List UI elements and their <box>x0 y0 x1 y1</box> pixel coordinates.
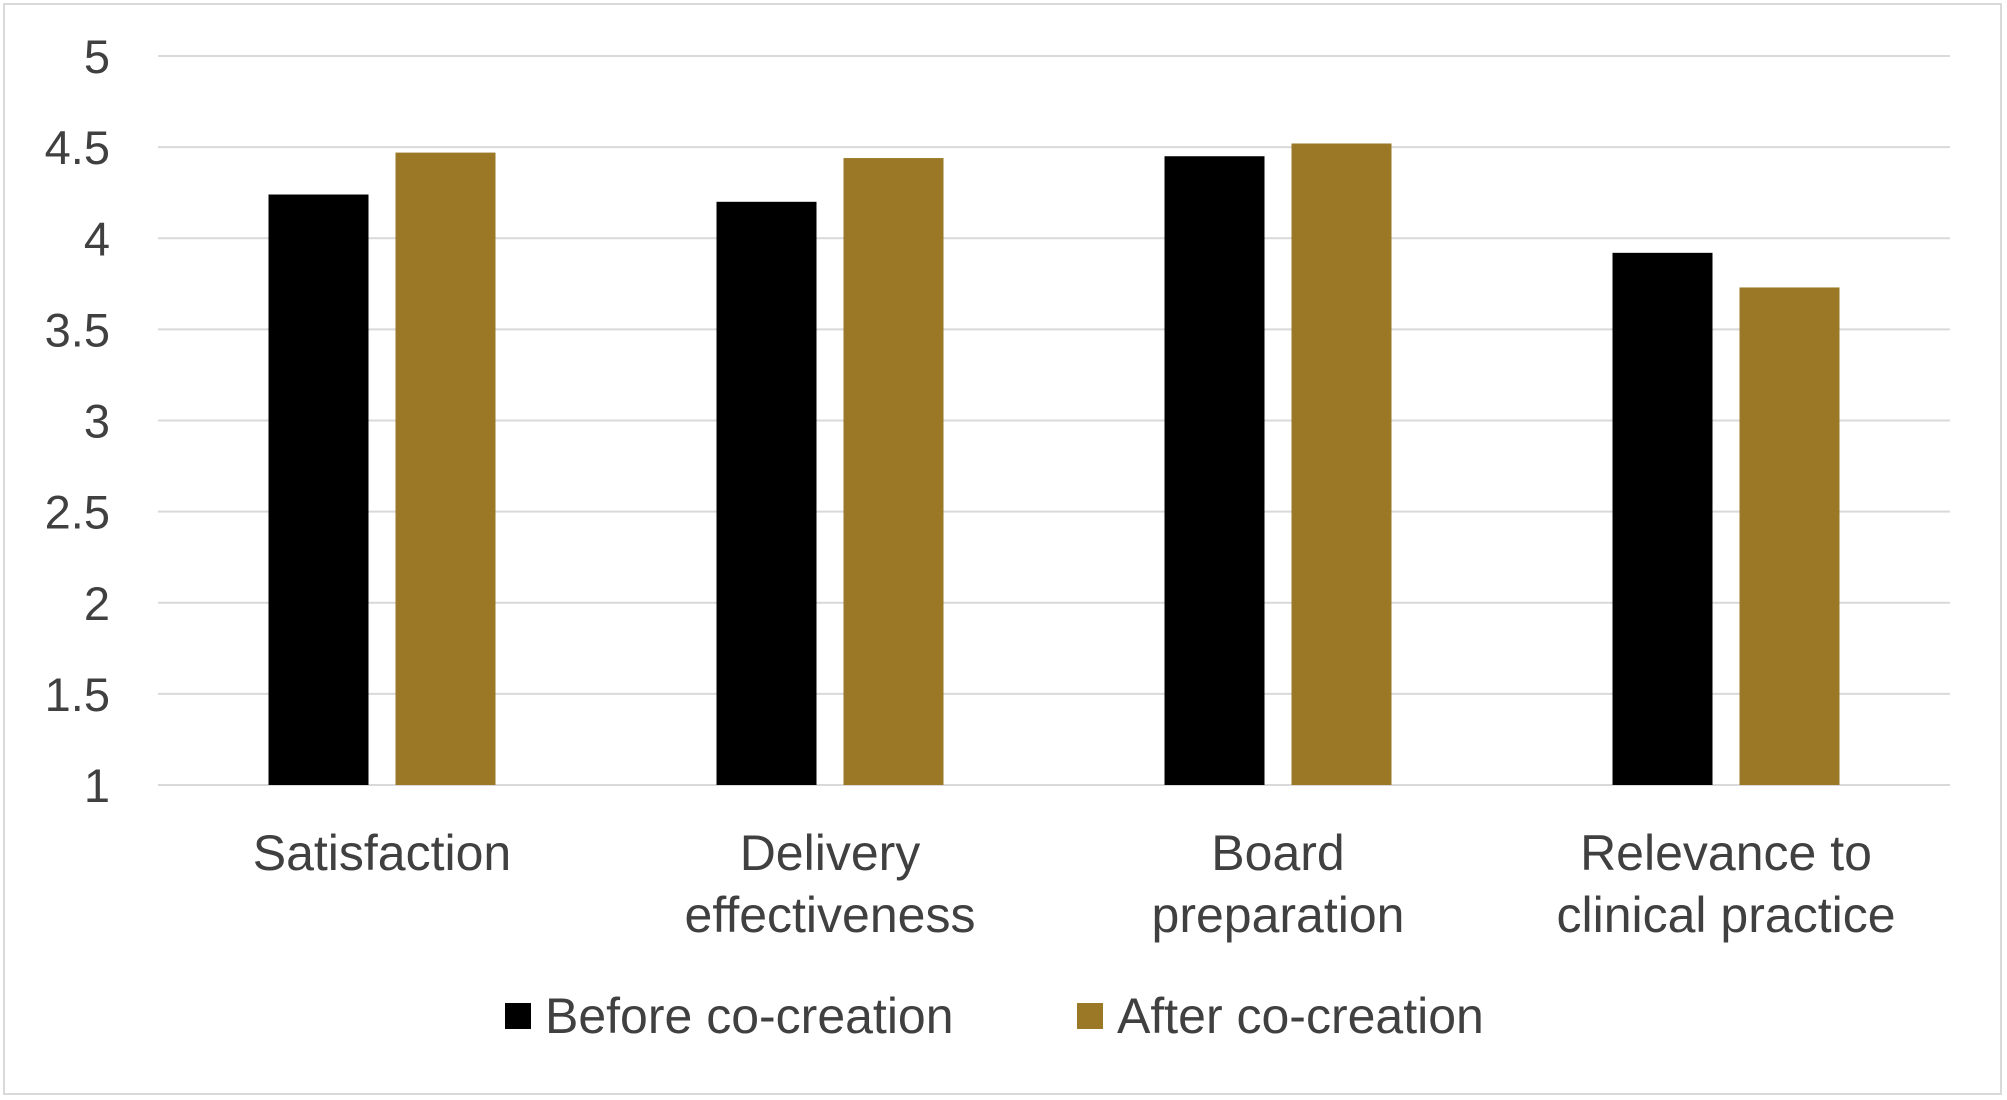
bar <box>843 158 944 785</box>
legend-swatch <box>1077 1003 1103 1029</box>
bar <box>1164 156 1265 786</box>
legend-label: Before co-creation <box>545 988 954 1044</box>
y-tick-label: 2 <box>84 577 110 630</box>
x-tick-label: preparation <box>1152 887 1405 943</box>
y-tick-label: 2.5 <box>45 486 110 539</box>
y-tick-label: 5 <box>84 30 110 83</box>
legend-label: After co-creation <box>1117 988 1484 1044</box>
bar <box>1291 143 1392 786</box>
bar <box>1739 287 1840 785</box>
x-tick-label: Board <box>1211 825 1344 881</box>
bar <box>268 194 369 785</box>
y-tick-label: 4 <box>84 212 110 265</box>
y-tick-label: 3.5 <box>45 303 110 356</box>
x-tick-label: Relevance to <box>1580 825 1872 881</box>
x-tick-label: effectiveness <box>685 887 976 943</box>
y-tick-label: 3 <box>84 395 110 448</box>
bar <box>395 152 496 785</box>
bar <box>1612 252 1713 785</box>
bar <box>716 201 817 786</box>
legend-swatch <box>505 1003 531 1029</box>
y-tick-label: 4.5 <box>45 121 110 174</box>
x-tick-label: Delivery <box>740 825 921 881</box>
y-tick-label: 1.5 <box>45 668 110 721</box>
x-tick-label: clinical practice <box>1556 887 1895 943</box>
y-tick-label: 1 <box>84 759 110 812</box>
x-tick-label: Satisfaction <box>253 825 511 881</box>
